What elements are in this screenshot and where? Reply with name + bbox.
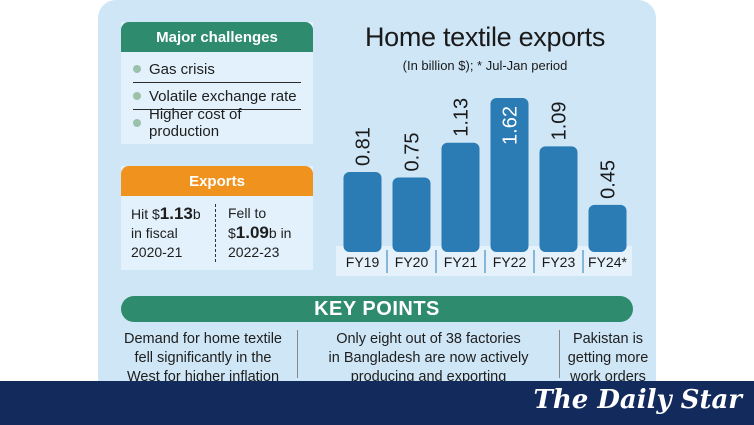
major-challenges-card: Major challenges Gas crisis Volatile exc… (121, 22, 313, 144)
key-point-line: Pakistan is (572, 331, 644, 347)
brand-logo: The Daily Star (533, 385, 742, 415)
bullet-icon (133, 92, 141, 100)
exports-fell-unit: b in (268, 225, 292, 241)
key-point-divider (559, 330, 560, 378)
exports-fell-text: Fell to $1.09b in 2022-23 (215, 204, 291, 262)
exports-hit-unit: b (192, 206, 201, 222)
chart-title: Home textile exports (364, 22, 606, 52)
key-points-title: KEY POINTS (121, 296, 633, 322)
key-point-line: Only eight out of 38 factories (336, 331, 521, 347)
key-point-2: Only eight out of 38 factories in Bangla… (306, 330, 551, 387)
exports-hit-text: Hit $1.13b in fiscal 2020-21 (131, 204, 215, 262)
bar-fy24 (588, 204, 627, 252)
bar-fy21 (441, 142, 480, 252)
category-label: FY24* (588, 254, 627, 270)
challenge-item: Volatile exchange rate (133, 83, 301, 110)
exports-hit-year: 2020-21 (131, 244, 183, 260)
key-point-1: Demand for home textile fell significant… (118, 330, 288, 387)
value-label: 1.13 (451, 98, 473, 137)
category-label: FY19 (346, 254, 380, 270)
key-point-divider (297, 330, 298, 378)
bullet-icon (133, 119, 141, 127)
bar-fy19 (343, 172, 382, 252)
category-label: FY22 (493, 254, 527, 270)
key-point-line: fell significantly in the (134, 350, 272, 366)
value-label: 0.75 (402, 133, 424, 172)
value-label: 0.45 (598, 160, 620, 199)
exports-hit-value: 1.13 (159, 204, 193, 223)
key-point-line: getting more (567, 350, 649, 366)
exports-hit-line2: in fiscal (131, 225, 178, 241)
challenges-list: Gas crisis Volatile exchange rate Higher… (121, 52, 313, 140)
value-label: 0.81 (353, 127, 375, 166)
bar-fy23 (539, 146, 578, 252)
challenge-item: Gas crisis (133, 56, 301, 83)
exports-fell-year: 2022-23 (228, 244, 280, 260)
challenge-text: Gas crisis (149, 60, 215, 78)
exports-fell-prefix: $ (228, 225, 236, 241)
exports-card: Exports Hit $1.13b in fiscal 2020-21 Fel… (121, 166, 313, 270)
exports-hit-prefix: Hit $ (131, 206, 160, 222)
bullet-icon (133, 65, 141, 73)
challenge-text: Volatile exchange rate (149, 87, 297, 105)
key-point-line: Demand for home textile (124, 331, 282, 347)
chart-subtitle: (In billion $); * Jul-Jan period (402, 58, 568, 73)
footer-bar: The Daily Star (0, 381, 754, 425)
key-point-line: in Bangladesh are now actively (328, 350, 529, 366)
bar-fy20 (392, 177, 431, 252)
challenge-item: Higher cost of production (133, 106, 301, 140)
bar-fy22 (490, 98, 529, 252)
major-challenges-title: Major challenges (121, 22, 313, 52)
challenge-text: Higher cost of production (149, 106, 242, 140)
category-label: FY21 (444, 254, 478, 270)
key-point-3: Pakistan is getting more work orders (560, 330, 656, 387)
value-label: 1.62 (500, 106, 522, 145)
category-label: FY23 (542, 254, 576, 270)
exports-fell-line1: Fell to (228, 205, 267, 221)
exports-fell-value: 1.09 (235, 223, 269, 242)
category-label: FY20 (395, 254, 429, 270)
value-label: 1.09 (549, 101, 571, 140)
exports-title: Exports (121, 166, 313, 196)
bar-chart: 0.81 FY19 0.75 FY20 1.13 FY21 1.62 FY22 1.09 FY23… (336, 98, 632, 276)
